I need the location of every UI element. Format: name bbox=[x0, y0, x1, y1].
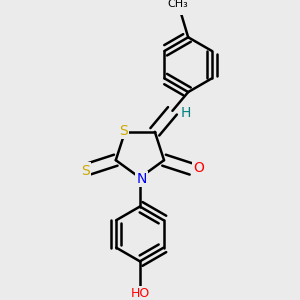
Text: CH₃: CH₃ bbox=[167, 0, 188, 9]
Text: HO: HO bbox=[130, 287, 149, 300]
Text: H: H bbox=[181, 106, 191, 120]
Text: O: O bbox=[193, 161, 204, 175]
Text: S: S bbox=[119, 124, 128, 138]
Text: N: N bbox=[136, 172, 147, 186]
Text: S: S bbox=[81, 164, 90, 178]
